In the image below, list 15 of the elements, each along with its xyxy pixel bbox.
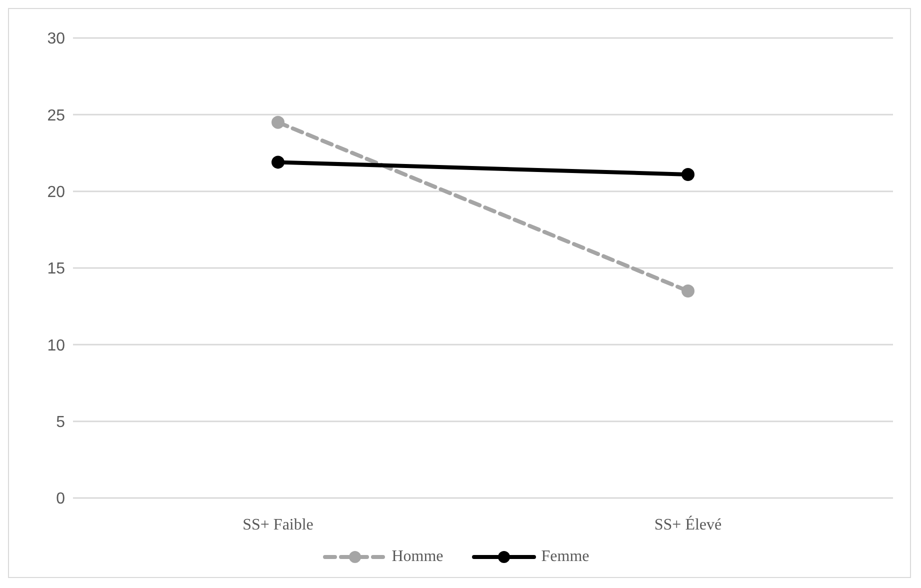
legend-label: Femme <box>541 548 590 566</box>
x-tick-label: SS+ Élevé <box>654 515 722 534</box>
point <box>272 116 284 129</box>
x-tick-label: SS+ Faible <box>242 516 314 534</box>
y-tick-label: 10 <box>47 337 66 354</box>
y-tick-label: 25 <box>47 107 66 124</box>
point <box>272 156 284 169</box>
y-tick-label: 5 <box>56 414 66 432</box>
y-tick-label: 15 <box>47 260 66 278</box>
point <box>682 284 694 298</box>
y-tick-label: 0 <box>56 490 66 508</box>
y-tick-label: 20 <box>47 184 66 202</box>
legend-label: Homme <box>392 548 444 566</box>
y-tick-label: 30 <box>47 30 66 48</box>
point <box>682 168 694 181</box>
